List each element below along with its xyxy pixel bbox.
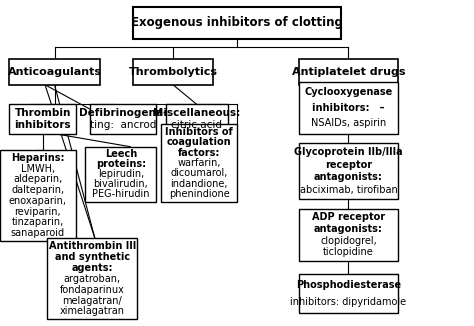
Text: dalteparin,: dalteparin, [11, 185, 64, 195]
Text: sanaparoid: sanaparoid [11, 228, 65, 238]
Text: Thrombolytics: Thrombolytics [128, 67, 218, 77]
Text: citric acid: citric acid [171, 120, 222, 130]
FancyBboxPatch shape [90, 104, 156, 134]
Text: abciximab, tirofiban: abciximab, tirofiban [300, 185, 397, 195]
Text: Glycoprotein IIb/IIIa: Glycoprotein IIb/IIIa [294, 147, 403, 157]
Text: reviparin,: reviparin, [15, 207, 61, 217]
Text: warfarin,: warfarin, [177, 158, 221, 168]
Text: NSAIDs, aspirin: NSAIDs, aspirin [311, 118, 386, 128]
FancyBboxPatch shape [299, 274, 398, 313]
Text: agents:: agents: [72, 263, 113, 273]
Text: melagatran/: melagatran/ [63, 296, 122, 305]
Text: inhibitors: dipyridamole: inhibitors: dipyridamole [291, 297, 406, 307]
Text: clopidogrel,: clopidogrel, [320, 236, 377, 245]
Text: Miscellaneous:: Miscellaneous: [153, 108, 240, 118]
Text: argatroban,: argatroban, [64, 274, 121, 284]
Text: receptor: receptor [325, 160, 372, 170]
Text: lepirudin,: lepirudin, [98, 170, 144, 179]
Text: indandione,: indandione, [170, 179, 228, 189]
Text: Thrombin: Thrombin [15, 108, 71, 118]
Text: PEG-hirudin: PEG-hirudin [92, 189, 150, 200]
Text: ting:  ancrod: ting: ancrod [90, 120, 156, 130]
Text: bivalirudin,: bivalirudin, [93, 179, 148, 189]
Text: coagulation: coagulation [167, 137, 231, 147]
Text: inhibitors:   –: inhibitors: – [312, 103, 384, 112]
Text: Antithrombin III: Antithrombin III [49, 241, 136, 251]
FancyBboxPatch shape [299, 143, 398, 199]
Text: and synthetic: and synthetic [55, 252, 130, 262]
Text: ticlopidine: ticlopidine [323, 247, 374, 257]
Text: Inhibitors of: Inhibitors of [165, 127, 233, 137]
FancyBboxPatch shape [133, 7, 341, 39]
Text: LMWH,: LMWH, [21, 164, 55, 174]
Text: proteins:: proteins: [96, 159, 146, 170]
Text: dicoumarol,: dicoumarol, [170, 169, 228, 178]
Text: antagonists:: antagonists: [314, 224, 383, 234]
FancyBboxPatch shape [166, 104, 228, 134]
Text: inhibitors: inhibitors [14, 120, 71, 130]
FancyBboxPatch shape [133, 59, 213, 85]
Text: Cyclooxygenase: Cyclooxygenase [304, 87, 392, 97]
Text: Anticoagulants: Anticoagulants [8, 67, 101, 77]
Text: phenindione: phenindione [169, 189, 229, 199]
Text: Defibrinogena-: Defibrinogena- [79, 108, 167, 118]
Text: Leech: Leech [105, 149, 137, 159]
Text: factors:: factors: [178, 148, 220, 157]
FancyBboxPatch shape [161, 124, 237, 202]
FancyBboxPatch shape [299, 82, 398, 134]
Text: enoxaparin,: enoxaparin, [9, 196, 67, 206]
FancyBboxPatch shape [9, 59, 100, 85]
Text: Phosphodiesterase: Phosphodiesterase [296, 280, 401, 290]
Text: aldeparin,: aldeparin, [13, 174, 63, 185]
FancyBboxPatch shape [47, 238, 137, 319]
FancyBboxPatch shape [9, 104, 76, 134]
FancyBboxPatch shape [0, 150, 76, 241]
FancyBboxPatch shape [299, 59, 398, 85]
Text: Heparins:: Heparins: [11, 153, 64, 163]
FancyBboxPatch shape [85, 147, 156, 202]
Text: tinzaparin,: tinzaparin, [12, 217, 64, 228]
FancyBboxPatch shape [299, 209, 398, 261]
Text: Antiplatelet drugs: Antiplatelet drugs [292, 67, 405, 77]
Text: ximelagatran: ximelagatran [60, 306, 125, 317]
Text: ADP receptor: ADP receptor [312, 212, 385, 222]
Text: fondaparinux: fondaparinux [60, 285, 125, 295]
Text: Exogenous inhibitors of clotting: Exogenous inhibitors of clotting [131, 16, 343, 29]
Text: antagonists:: antagonists: [314, 172, 383, 183]
